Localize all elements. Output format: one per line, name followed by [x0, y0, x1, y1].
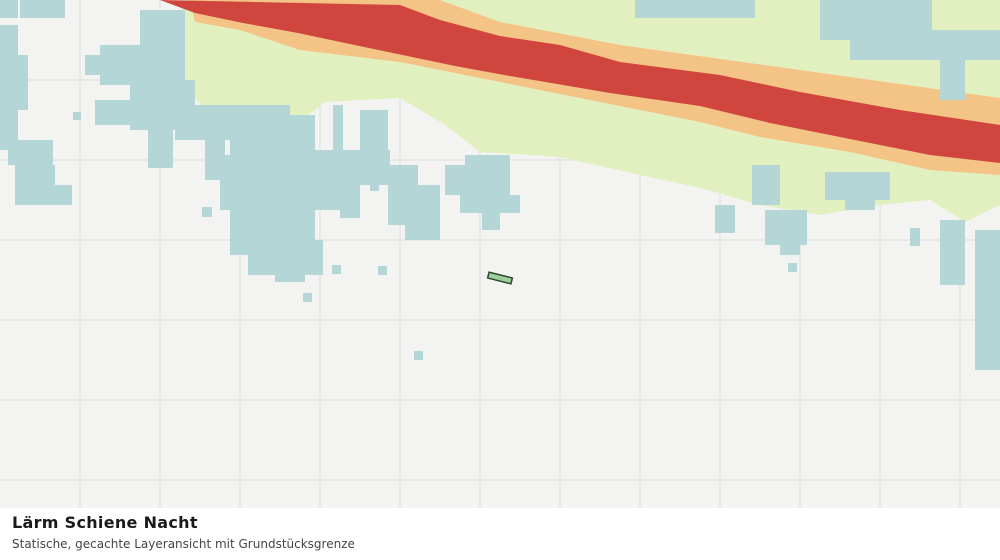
noise-zone-high — [160, 0, 1000, 163]
water-areas — [0, 0, 1000, 370]
map-title: Lärm Schiene Nacht — [12, 513, 198, 532]
parcel-boundary — [486, 271, 514, 285]
map-subtitle: Statische, gecachte Layeransicht mit Gru… — [12, 537, 355, 551]
map — [0, 0, 1000, 508]
